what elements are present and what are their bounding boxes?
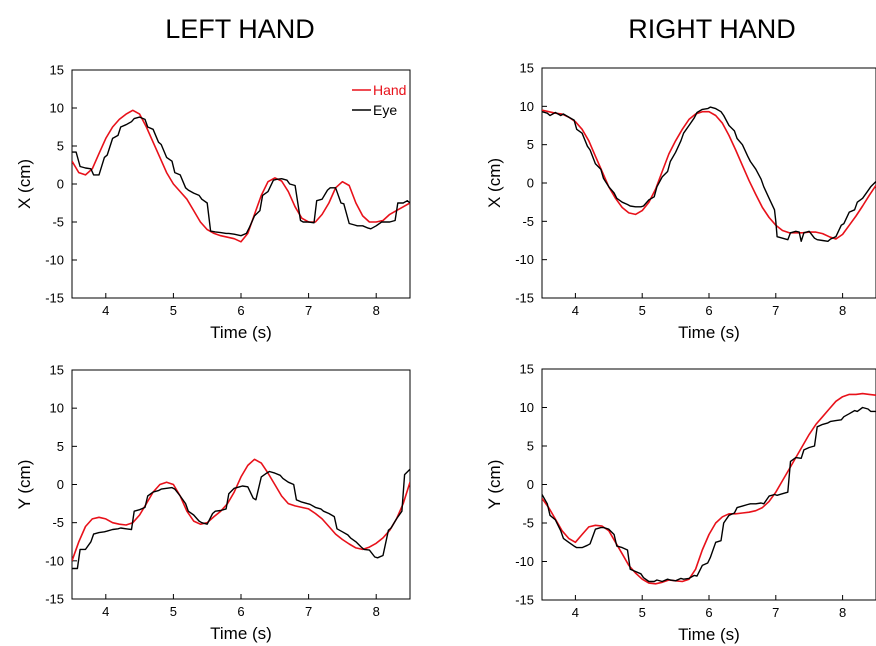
y-tick-label: -5: [52, 515, 64, 530]
plot-frame: [541, 67, 876, 299]
y-tick-label: -15: [515, 593, 534, 608]
y-axis-label: Y (cm): [15, 460, 34, 510]
x-axis-label: Time (s): [678, 323, 740, 342]
y-tick-label: 5: [527, 439, 534, 454]
y-axis-label: Y (cm): [485, 460, 504, 510]
x-tick-label: 6: [705, 303, 712, 318]
y-tick-label: 10: [50, 101, 64, 116]
right-hand-title: RIGHT HAND: [628, 14, 796, 44]
y-axis-label: X (cm): [15, 159, 34, 209]
x-tick-label: 7: [772, 303, 779, 318]
y-tick-label: 10: [520, 400, 534, 415]
x-tick-label: 7: [772, 605, 779, 620]
x-tick-label: 5: [639, 605, 646, 620]
y-tick-label: -15: [45, 592, 64, 607]
x-tick-label: 8: [373, 303, 380, 318]
x-tick-label: 8: [839, 605, 846, 620]
x-tick-label: 4: [102, 303, 109, 318]
series-line-hand: [72, 458, 410, 562]
x-tick-label: 7: [305, 303, 312, 318]
x-tick-label: 5: [170, 303, 177, 318]
y-tick-label: -5: [522, 214, 534, 229]
y-tick-label: -5: [522, 516, 534, 531]
y-tick-label: 0: [527, 477, 534, 492]
y-tick-label: 15: [520, 362, 534, 377]
series-line-hand: [72, 109, 410, 243]
x-tick-label: 6: [237, 303, 244, 318]
x-axis-label: Time (s): [210, 323, 272, 342]
y-tick-label: -15: [45, 291, 64, 306]
panel-left-x: 4 5 6 7 8 -15 -10 -5 0 5 10 15 Time (s) X (cm): [15, 63, 411, 342]
plot-frame: [71, 369, 411, 600]
series-line-hand: [542, 109, 876, 240]
y-tick-label: 0: [57, 177, 64, 192]
y-tick-label: 5: [57, 439, 64, 454]
y-tick-label: 5: [527, 137, 534, 152]
x-tick-label: 7: [305, 604, 312, 619]
x-tick-label: 4: [102, 604, 109, 619]
x-tick-label: 6: [237, 604, 244, 619]
left-hand-title: LEFT HAND: [165, 14, 315, 44]
x-tick-label: 8: [373, 604, 380, 619]
series-line-eye: [542, 106, 876, 243]
panel-right-x: 4 5 6 7 8 -15 -10 -5 0 5 10 15 Time (s) X (cm): [485, 61, 876, 342]
x-tick-label: 8: [839, 303, 846, 318]
x-tick-label: 6: [705, 605, 712, 620]
y-tick-label: 15: [50, 63, 64, 78]
y-tick-label: 15: [520, 61, 534, 76]
legend-eye-label: Eye: [373, 102, 397, 118]
y-tick-label: 15: [50, 363, 64, 378]
plot-frame: [541, 368, 876, 601]
y-tick-label: -10: [515, 554, 534, 569]
series-line-eye: [72, 116, 410, 237]
y-tick-label: -10: [45, 553, 64, 568]
legend: Hand Eye: [352, 82, 406, 118]
series-line-eye: [72, 468, 410, 570]
y-tick-label: -15: [515, 291, 534, 306]
y-tick-label: -5: [52, 215, 64, 230]
x-tick-label: 4: [572, 303, 579, 318]
panel-right-y: 4 5 6 7 8 -15 -10 -5 0 5 10 15 Time (s) Y (cm): [485, 362, 876, 644]
y-tick-label: -10: [45, 253, 64, 268]
x-tick-label: 5: [170, 604, 177, 619]
y-tick-label: 0: [527, 176, 534, 191]
x-axis-label: Time (s): [678, 625, 740, 644]
y-tick-label: 0: [57, 477, 64, 492]
plot-frame: [71, 69, 411, 299]
y-axis-label: X (cm): [485, 158, 504, 208]
y-tick-label: -10: [515, 252, 534, 267]
series-line-eye: [542, 406, 876, 583]
x-tick-label: 4: [572, 605, 579, 620]
y-tick-label: 10: [50, 401, 64, 416]
x-axis-label: Time (s): [210, 624, 272, 643]
legend-hand-label: Hand: [373, 82, 406, 98]
panel-left-y: 4 5 6 7 8 -15 -10 -5 0 5 10 15 Time (s) Y (cm): [15, 363, 411, 643]
y-tick-label: 5: [57, 139, 64, 154]
y-tick-label: 10: [520, 99, 534, 114]
x-tick-label: 5: [639, 303, 646, 318]
series-line-hand: [542, 392, 876, 585]
